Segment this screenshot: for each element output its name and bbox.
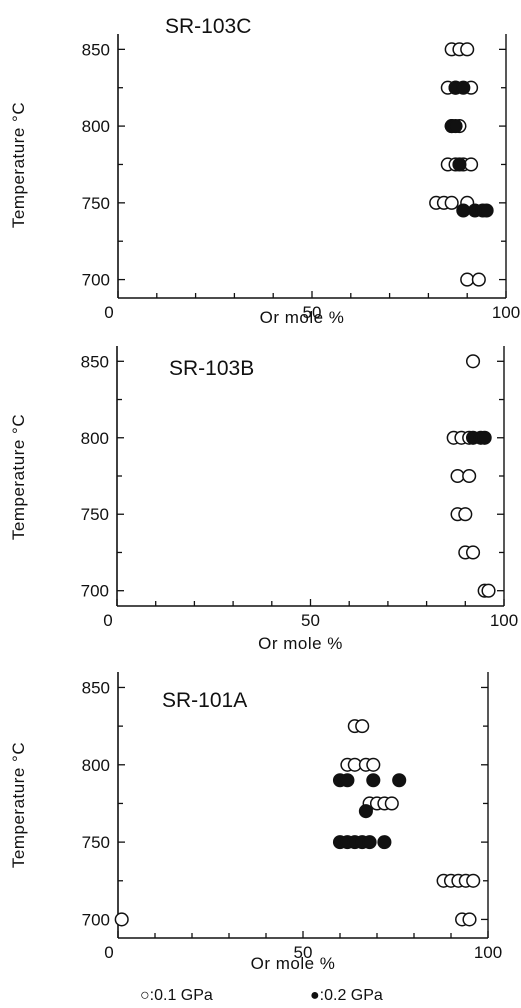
x-axis-label: Or mole % — [258, 634, 343, 653]
legend: ○:0.1 GPa ●:0.2 GPa — [140, 987, 383, 1004]
legend-open-label: ○:0.1 GPa — [140, 987, 213, 1004]
data-point-open — [466, 873, 481, 888]
data-point-filled — [479, 203, 494, 218]
y-tick-label: 750 — [81, 505, 109, 524]
x-tick-label: 0 — [104, 943, 113, 962]
x-tick-label: 0 — [104, 303, 113, 322]
y-tick-label: 800 — [82, 756, 110, 775]
data-point-open — [462, 468, 477, 484]
legend-filled-label: ●:0.2 GPa — [310, 987, 383, 1004]
data-point-open — [460, 272, 475, 287]
data-point-filled — [477, 430, 492, 445]
data-point-open — [366, 757, 381, 772]
data-point-open — [481, 583, 496, 598]
x-tick-label: 50 — [301, 611, 320, 630]
x-tick-label: 50 — [294, 943, 313, 962]
x-tick-label: 0 — [103, 611, 112, 630]
x-tick-label: 50 — [303, 303, 322, 322]
x-tick-label: 100 — [490, 611, 518, 630]
data-point-open — [355, 719, 370, 734]
chart-panel-sr-103c: 700 750 800 850 0 50 100 Or mole % Temperature °… — [9, 15, 520, 327]
panel-title: SR-103B — [169, 357, 254, 380]
data-point-open — [114, 912, 129, 927]
y-tick-label: 800 — [81, 429, 109, 448]
y-axis-label: Temperature °C — [9, 742, 28, 868]
y-tick-label: 750 — [82, 194, 110, 213]
y-tick-label: 850 — [81, 352, 109, 371]
data-point-filled — [362, 835, 377, 850]
panel-title: SR-103C — [165, 15, 251, 38]
data-point-open — [465, 354, 481, 369]
data-point-open — [471, 272, 486, 287]
data-point-filled — [452, 157, 467, 172]
y-tick-label: 800 — [82, 117, 110, 136]
y-tick-label: 850 — [82, 40, 110, 59]
x-tick-label: 100 — [474, 943, 502, 962]
chart-panel-sr-103b: 700 750 800 850 0 50 100 Or mole % Temperature °… — [9, 346, 518, 653]
y-tick-label: 700 — [82, 910, 110, 929]
y-axis-label: Temperature °C — [9, 414, 28, 540]
data-point-filled — [456, 203, 471, 218]
data-point-open — [458, 507, 473, 522]
data-point-filled — [456, 80, 471, 95]
data-point-filled — [366, 773, 381, 788]
data-point-open — [464, 157, 479, 172]
data-point-open — [384, 796, 399, 811]
x-axis-label: Or mole % — [260, 308, 345, 327]
panel-title: SR-101A — [162, 689, 247, 712]
data-point-filled — [377, 835, 392, 850]
y-axis-label: Temperature °C — [9, 102, 28, 228]
y-tick-label: 700 — [81, 582, 109, 601]
data-point-open — [444, 195, 459, 210]
data-point-open — [462, 912, 477, 927]
y-tick-label: 750 — [82, 833, 110, 852]
chart-panel-sr-101a: 700 750 800 850 0 50 100 Or mole % Temperature °… — [9, 672, 502, 973]
data-point-filled — [448, 119, 463, 134]
x-tick-label: 100 — [492, 303, 520, 322]
data-point-open — [460, 42, 475, 57]
x-axis-label: Or mole % — [251, 954, 336, 973]
data-point-open — [450, 468, 465, 484]
data-point-filled — [392, 773, 407, 788]
y-tick-label: 700 — [82, 271, 110, 290]
data-point-open — [465, 545, 481, 560]
data-point-filled — [358, 804, 373, 819]
data-point-filled — [340, 773, 355, 788]
y-tick-label: 850 — [82, 678, 110, 697]
